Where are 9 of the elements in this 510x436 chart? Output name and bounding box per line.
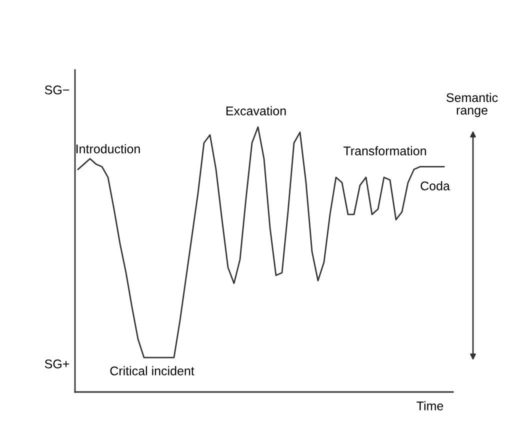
x-axis-title: Time [416, 401, 444, 410]
text: SG+ [44, 360, 70, 368]
text: Semantic range [446, 92, 498, 118]
text: SG− [44, 86, 70, 94]
annotation: Introduction [76, 144, 140, 154]
annotation: Critical incident [110, 366, 194, 376]
annotation: Coda [420, 181, 450, 190]
annotation: Transformation [343, 146, 426, 156]
text: Excavation [226, 106, 286, 116]
